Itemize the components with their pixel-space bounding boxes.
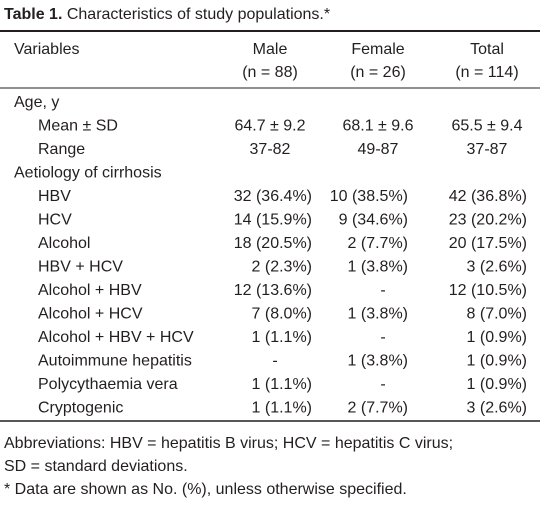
cell: 8 (7.0%)	[467, 306, 527, 323]
cell: -	[380, 282, 385, 299]
cell: 1 (1.1%)	[252, 329, 312, 346]
cell: 2 (7.7%)	[348, 400, 408, 417]
row-label: HBV	[38, 188, 71, 205]
cell: 37-82	[250, 141, 291, 158]
row-label: HBV + HCV	[38, 259, 123, 276]
cell: 68.1 ± 9.6	[342, 118, 413, 135]
cell: 9 (34.6%)	[339, 212, 408, 229]
cell: 1 (1.1%)	[252, 400, 312, 417]
cell: 3 (2.6%)	[467, 400, 527, 417]
cell: 3 (2.6%)	[467, 259, 527, 276]
cell: 2 (7.7%)	[348, 235, 408, 252]
cell: 1 (3.8%)	[348, 259, 408, 276]
header-cell: Male	[253, 41, 288, 58]
row-label: Alcohol + HCV	[38, 306, 143, 323]
cell: 2 (2.3%)	[252, 259, 312, 276]
row-label: Alcohol + HBV	[38, 282, 142, 299]
cell: 64.7 ± 9.2	[234, 118, 305, 135]
cell: 7 (8.0%)	[252, 306, 312, 323]
row-label: Cryptogenic	[38, 400, 123, 417]
header-cell: Female	[351, 41, 404, 58]
footnote: SD = standard deviations.	[4, 458, 188, 475]
header-sub: (n = 114)	[455, 64, 518, 81]
cell: -	[272, 353, 277, 370]
row-label: Range	[38, 141, 85, 158]
footnote: * Data are shown as No. (%), unless othe…	[4, 481, 407, 498]
cell: 20 (17.5%)	[449, 235, 527, 252]
cell: 65.5 ± 9.4	[451, 118, 522, 135]
cell: 1 (3.8%)	[348, 306, 408, 323]
title-label: Table 1.	[4, 6, 62, 23]
cell: 12 (10.5%)	[449, 282, 527, 299]
cell: 32 (36.4%)	[234, 188, 312, 205]
table-title: Table 1. Characteristics of study popula…	[4, 6, 330, 23]
footnote: Abbreviations: HBV = hepatitis B virus; …	[4, 435, 453, 452]
section-label: Aetiology of cirrhosis	[14, 165, 162, 182]
cell: 1 (1.1%)	[252, 376, 312, 393]
row-label: Alcohol	[38, 235, 90, 252]
row-label: Mean ± SD	[38, 118, 118, 135]
header-cell: Variables	[14, 41, 80, 58]
cell: 1 (0.9%)	[467, 329, 527, 346]
section-label: Age, y	[14, 94, 59, 111]
header-cell: Total	[470, 41, 504, 58]
cell: 1 (3.8%)	[348, 353, 408, 370]
title-text: Characteristics of study populations.*	[67, 6, 330, 23]
header-sub: (n = 26)	[350, 64, 406, 81]
cell: 12 (13.6%)	[234, 282, 312, 299]
cell: -	[380, 329, 385, 346]
row-label: Polycythaemia vera	[38, 376, 178, 393]
cell: 14 (15.9%)	[234, 212, 312, 229]
cell: 42 (36.8%)	[449, 188, 527, 205]
cell: 1 (0.9%)	[467, 376, 527, 393]
row-label: HCV	[38, 212, 72, 229]
cell: 18 (20.5%)	[234, 235, 312, 252]
cell: -	[380, 376, 385, 393]
row-label: Autoimmune hepatitis	[38, 353, 192, 370]
row-label: Alcohol + HBV + HCV	[38, 329, 194, 346]
cell: 49-87	[358, 141, 399, 158]
cell: 10 (38.5%)	[330, 188, 408, 205]
cell: 1 (0.9%)	[467, 353, 527, 370]
header-sub: (n = 88)	[242, 64, 298, 81]
cell: 23 (20.2%)	[449, 212, 527, 229]
cell: 37-87	[467, 141, 508, 158]
